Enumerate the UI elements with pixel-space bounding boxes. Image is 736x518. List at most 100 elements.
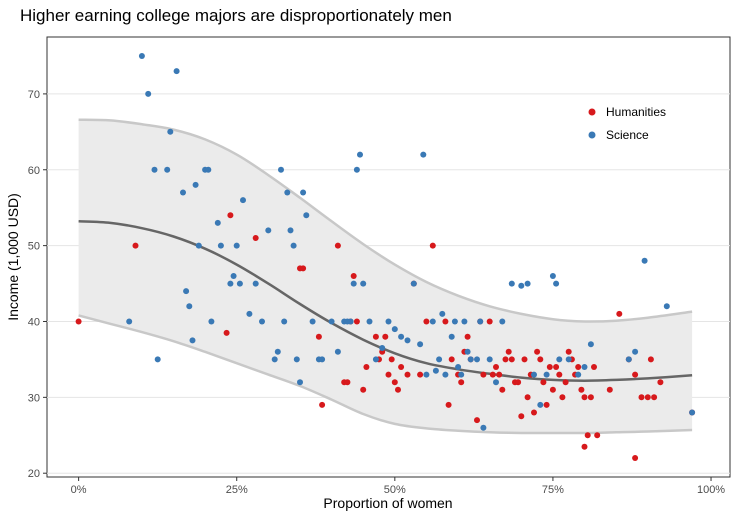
point-humanities xyxy=(531,409,537,416)
point-humanities xyxy=(508,356,515,363)
point-humanities xyxy=(395,386,401,393)
point-science xyxy=(240,197,246,204)
point-science xyxy=(581,364,588,370)
point-science xyxy=(537,401,544,408)
point-science xyxy=(461,318,468,325)
x-tick-label: 25% xyxy=(226,484,248,496)
point-humanities xyxy=(534,348,541,355)
point-humanities xyxy=(464,333,471,340)
point-humanities xyxy=(363,364,370,370)
point-science xyxy=(417,341,424,348)
point-science xyxy=(531,371,537,378)
point-science xyxy=(173,68,180,75)
point-humanities xyxy=(647,356,654,363)
point-science xyxy=(154,356,161,363)
point-humanities xyxy=(75,318,82,325)
point-science xyxy=(663,303,670,310)
point-humanities xyxy=(388,356,395,363)
point-science xyxy=(442,371,449,378)
point-humanities xyxy=(499,386,506,393)
point-humanities xyxy=(445,401,452,408)
point-science xyxy=(183,288,190,295)
point-science xyxy=(391,326,398,333)
point-science xyxy=(398,333,405,340)
point-humanities xyxy=(385,371,392,378)
point-science xyxy=(632,348,639,355)
point-humanities xyxy=(540,379,547,386)
smooth-fit-line xyxy=(78,220,693,382)
point-humanities xyxy=(594,432,601,439)
point-science xyxy=(347,318,354,325)
point-science xyxy=(385,318,392,325)
point-humanities xyxy=(644,394,651,401)
legend-label-science: Science xyxy=(606,128,649,142)
point-science xyxy=(246,310,253,317)
y-tick-label: 30 xyxy=(28,392,40,404)
y-tick-label: 50 xyxy=(28,241,40,253)
point-science xyxy=(524,280,531,287)
point-science xyxy=(420,151,427,158)
point-science xyxy=(436,356,443,363)
point-science xyxy=(334,348,341,355)
point-science xyxy=(303,212,310,219)
point-humanities xyxy=(556,371,563,378)
point-science xyxy=(293,356,300,363)
point-science xyxy=(474,356,480,363)
point-science xyxy=(467,356,474,363)
point-science xyxy=(360,280,367,287)
point-humanities xyxy=(344,379,351,386)
point-science xyxy=(423,371,430,378)
point-humanities xyxy=(651,394,658,401)
point-science xyxy=(432,367,439,374)
point-humanities xyxy=(489,371,496,378)
point-science xyxy=(464,348,471,355)
point-humanities xyxy=(575,364,582,370)
point-humanities xyxy=(334,242,341,249)
point-science xyxy=(189,337,196,344)
point-science xyxy=(353,166,360,173)
point-humanities xyxy=(515,379,522,386)
point-humanities xyxy=(300,265,307,272)
point-humanities xyxy=(587,394,594,401)
point-science xyxy=(138,53,145,59)
point-humanities xyxy=(442,318,449,325)
point-humanities xyxy=(360,386,367,393)
x-tick-label: 50% xyxy=(384,484,406,496)
point-science xyxy=(458,371,465,378)
point-science xyxy=(290,242,297,249)
point-humanities xyxy=(486,318,493,325)
point-science xyxy=(236,280,243,287)
point-humanities xyxy=(417,371,424,378)
y-tick-label: 60 xyxy=(28,165,40,177)
point-humanities xyxy=(606,386,613,393)
point-science xyxy=(252,280,259,287)
point-science xyxy=(379,345,386,351)
point-science xyxy=(230,273,237,279)
point-humanities xyxy=(423,318,430,325)
point-science xyxy=(278,166,284,173)
point-science xyxy=(587,341,594,348)
point-science xyxy=(357,151,363,158)
point-science xyxy=(259,318,265,325)
point-science xyxy=(233,242,240,249)
point-science xyxy=(553,280,560,287)
point-humanities xyxy=(543,401,550,408)
point-science xyxy=(217,242,224,249)
point-humanities xyxy=(474,417,480,424)
legend-label-humanities: Humanities xyxy=(606,105,666,119)
point-humanities xyxy=(549,386,556,393)
point-humanities xyxy=(521,356,528,363)
point-science xyxy=(543,371,550,378)
confidence-band-area xyxy=(78,119,693,434)
point-humanities xyxy=(252,235,259,241)
point-humanities xyxy=(562,379,569,386)
confidence-band-lower xyxy=(78,314,693,435)
x-tick-label: 0% xyxy=(71,484,87,496)
point-science xyxy=(575,371,582,378)
data-points xyxy=(75,53,696,461)
point-science xyxy=(126,318,133,325)
point-science xyxy=(281,318,288,325)
point-science xyxy=(145,90,152,97)
point-science xyxy=(350,280,357,287)
